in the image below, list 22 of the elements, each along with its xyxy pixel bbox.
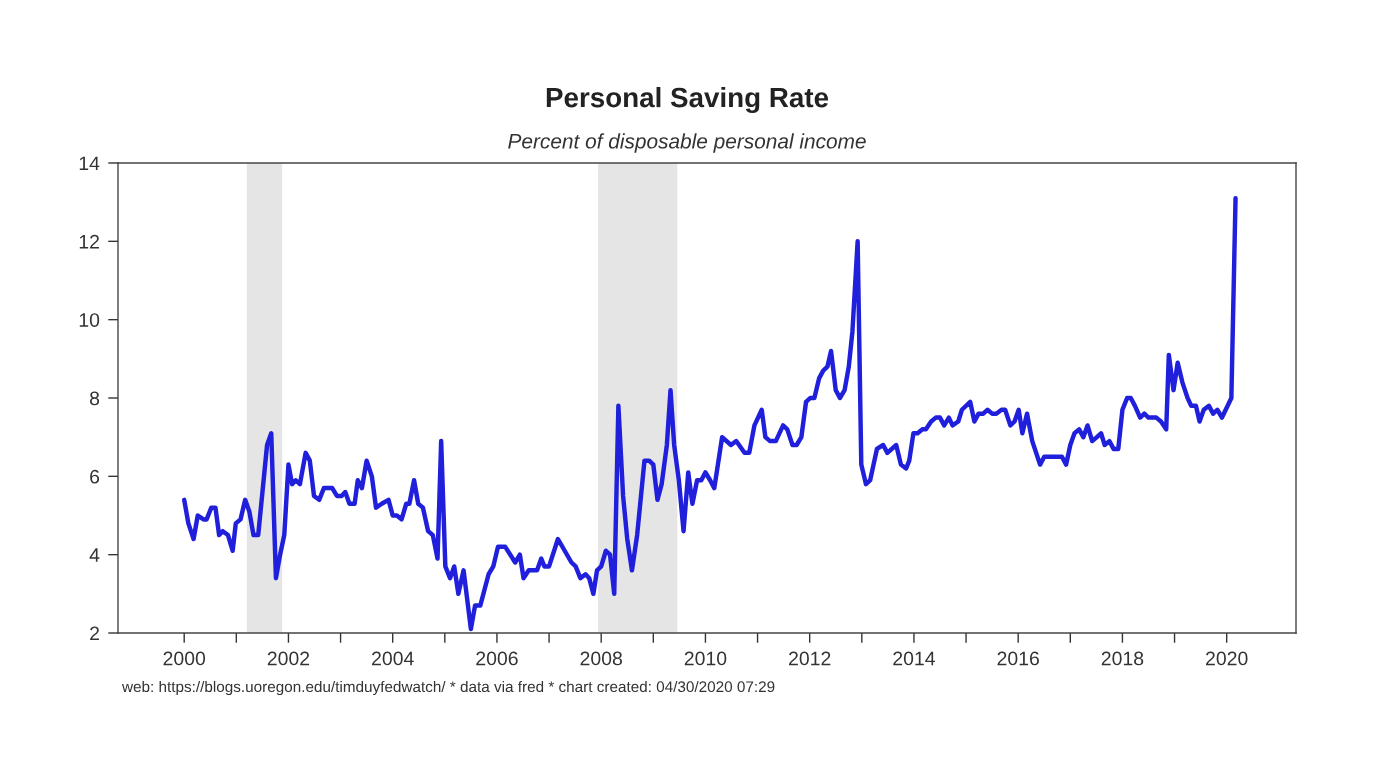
chart-title: Personal Saving Rate bbox=[546, 86, 829, 114]
chart-subtitle: Percent of disposable personal income bbox=[508, 133, 866, 153]
x-tick-label: 2020 bbox=[1206, 651, 1248, 666]
y-tick-label: 4 bbox=[89, 548, 100, 562]
y-tick-label: 8 bbox=[89, 391, 100, 406]
x-tick-label: 2006 bbox=[476, 651, 518, 666]
y-tick-label: 6 bbox=[90, 469, 100, 484]
line-series bbox=[181, 196, 1238, 632]
x-tick-label: 2002 bbox=[267, 651, 310, 666]
x-tick-label: 2004 bbox=[372, 651, 414, 666]
x-tick-label: 2012 bbox=[789, 651, 831, 666]
y-tick-label: 14 bbox=[79, 156, 100, 171]
x-tick-label: 2008 bbox=[580, 651, 622, 666]
x-tick-label: 2000 bbox=[163, 651, 206, 666]
x-tick-label: 2018 bbox=[1101, 651, 1144, 666]
x-tick-label: 2014 bbox=[893, 651, 935, 666]
y-tick-label: 10 bbox=[79, 313, 100, 327]
x-tick-label: 2016 bbox=[997, 651, 1039, 666]
x-tick-label: 2010 bbox=[684, 651, 727, 666]
y-tick-label: 2 bbox=[90, 626, 99, 641]
y-tick-label: 12 bbox=[79, 234, 99, 249]
text: web: https://blogs.uoregon.edu/timduyfedwatch/ * data via fred * chart created: 04/30/2020 07:29 bbox=[121, 680, 775, 696]
